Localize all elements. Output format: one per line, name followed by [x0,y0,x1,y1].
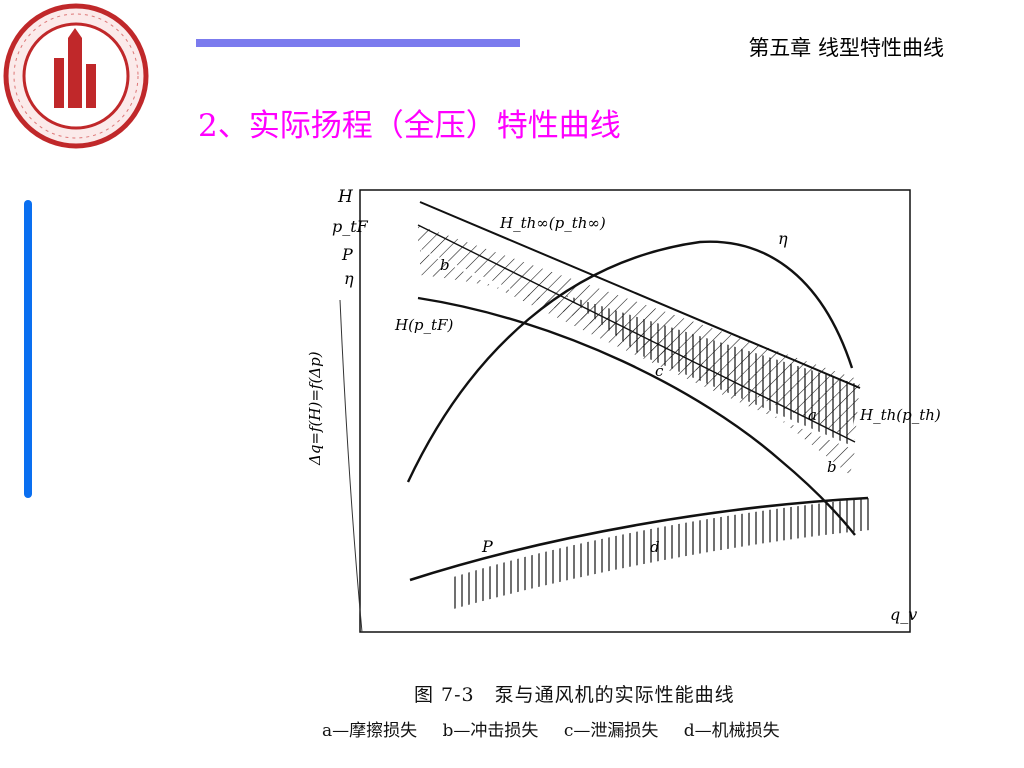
slide-title: 2、实际扬程（全压）特性曲线 [198,108,621,144]
label-efficiency: η [778,229,788,248]
legend-item-a: a—摩擦损失 [322,721,418,741]
chapter-title: 第五章 线型特性曲线 [748,36,944,60]
h-theory-inf-line [419,201,861,389]
axis-label-eta: η [344,269,354,288]
region-c [420,250,855,475]
vertical-axis-label: Δq=f(H)=f(Δp) [306,351,324,466]
region-letter-b-lower: b [827,458,837,476]
x-axis-label: q_v [890,605,917,624]
label-h-theory: H_th(p_th) [859,406,940,424]
figure-caption: 图 7-3 泵与通风机的实际性能曲线 [414,684,735,706]
axis-label-h: H [337,187,354,207]
region-d [450,498,870,610]
region-letter-a: a [808,406,817,424]
label-h-theory-inf: H_th∞(p_th∞) [499,214,606,232]
legend-item-c: c—泄漏损失 [563,721,659,741]
region-letter-d: d [650,538,660,556]
axis-label-p: P [341,245,353,264]
accent-bar [196,39,520,47]
h-theory-line [417,224,856,443]
side-accent-bar [24,200,32,498]
legend-item-d: d—机械损失 [683,721,780,741]
plot-frame [359,189,911,633]
label-h-actual: H(p_tF) [394,316,453,334]
power-curve [409,496,869,582]
region-letter-c: c [655,362,664,380]
axis-label-ptf: p_tF [332,217,369,236]
legend-item-b: b—冲击损失 [442,721,539,741]
university-logo [3,3,149,149]
left-axis-curve [339,299,363,633]
figure-legend: a—摩擦损失 b—冲击损失 c—泄漏损失 d—机械损失 [322,716,800,741]
efficiency-curve [406,240,854,483]
label-power: P [481,537,493,556]
region-letter-b-upper: b [440,256,450,274]
performance-curve-figure: H p_tF P η Δq=f(H)=f(Δp) q_v H_th∞(p_th∞… [306,187,940,633]
